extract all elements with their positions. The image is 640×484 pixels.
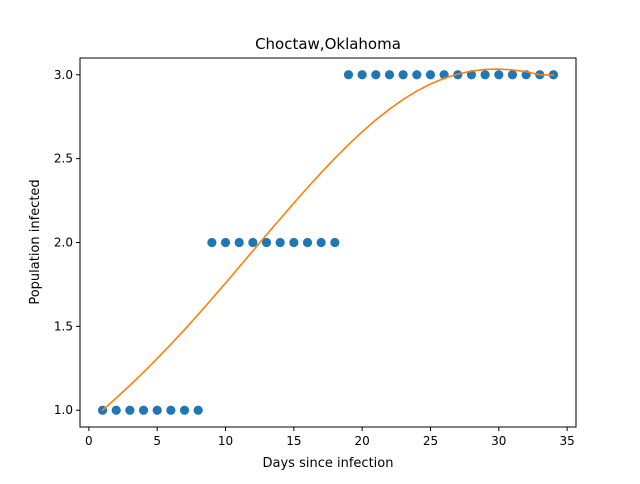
data-point	[507, 70, 518, 80]
x-tick-label: 0	[85, 434, 93, 448]
data-point	[125, 405, 135, 415]
data-point	[330, 237, 340, 248]
x-axis-label: Days since infection	[263, 456, 394, 471]
plot-frame	[79, 57, 577, 428]
data-point	[152, 405, 162, 415]
data-point	[412, 70, 422, 80]
y-tick-label: 1.5	[54, 319, 73, 333]
data-point	[248, 237, 258, 248]
data-point	[275, 237, 285, 248]
data-point	[466, 70, 477, 80]
data-point	[316, 237, 326, 248]
x-tick-label: 15	[286, 434, 301, 448]
data-point	[234, 237, 244, 248]
x-tick-label: 10	[218, 434, 233, 448]
plot-area	[97, 68, 559, 415]
y-tick-label: 2.5	[54, 152, 73, 166]
data-point	[138, 405, 149, 415]
x-tick-label: 30	[491, 434, 506, 448]
chart-title: Choctaw,Oklahoma	[255, 35, 401, 53]
data-point	[111, 405, 121, 415]
data-point	[193, 405, 203, 415]
data-point	[343, 70, 354, 80]
y-axis: 1.0 1.5 2.0 2.5 3.0	[54, 68, 80, 417]
x-tick-label: 25	[423, 434, 438, 448]
y-axis-label: Population infected	[28, 179, 43, 304]
y-tick-label: 2.0	[54, 236, 73, 250]
data-point	[494, 70, 504, 80]
data-point	[166, 405, 176, 415]
fit-line	[101, 68, 555, 412]
data-point	[220, 237, 231, 248]
data-point	[207, 237, 217, 248]
data-point	[371, 70, 381, 80]
data-point	[261, 237, 272, 248]
data-point	[425, 70, 436, 80]
data-point	[480, 70, 490, 80]
y-tick-label: 3.0	[54, 68, 73, 82]
data-point	[179, 405, 190, 415]
data-point	[302, 237, 313, 248]
data-point	[398, 70, 408, 80]
x-tick-label: 5	[153, 434, 161, 448]
x-tick-label: 20	[355, 434, 370, 448]
data-point	[357, 70, 367, 80]
data-point	[289, 237, 299, 248]
data-point	[384, 70, 395, 80]
x-tick-label: 35	[559, 434, 574, 448]
x-axis: 0 5 10 15 20 25 30 35	[85, 427, 575, 448]
y-tick-label: 1.0	[54, 403, 73, 417]
